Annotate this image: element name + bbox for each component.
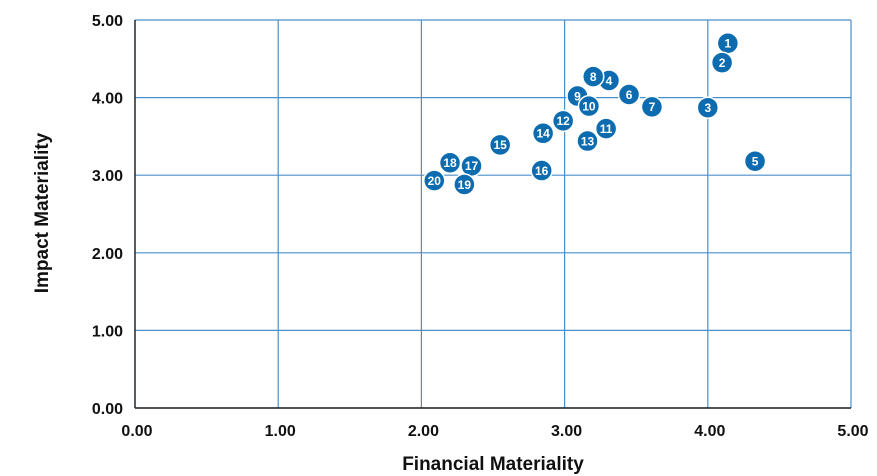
point-marker xyxy=(423,169,446,192)
y-tick-label: 3.00 xyxy=(92,168,123,185)
point-marker xyxy=(576,129,599,153)
x-tick-label: 2.00 xyxy=(408,423,439,440)
point-label: 9 xyxy=(574,89,581,103)
y-tick-label: 4.00 xyxy=(92,91,123,108)
point-label: 1 xyxy=(725,37,732,51)
point-label: 15 xyxy=(493,138,507,152)
point-marker xyxy=(743,149,767,173)
point-label: 5 xyxy=(752,155,759,169)
point-label: 8 xyxy=(590,70,597,84)
data-point: 13 xyxy=(576,129,599,153)
point-marker xyxy=(581,65,605,88)
x-axis-ticks: 0.00 1.00 2.00 3.00 4.00 5.00 xyxy=(121,423,868,440)
x-axis-title: Financial Materiality xyxy=(402,454,584,475)
point-label: 3 xyxy=(704,101,711,115)
point-marker xyxy=(530,159,553,182)
point-marker xyxy=(617,83,641,106)
point-marker xyxy=(531,122,555,145)
point-marker xyxy=(696,96,720,119)
data-point: 16 xyxy=(530,159,553,182)
point-marker xyxy=(594,117,618,140)
data-point: 17 xyxy=(460,154,483,178)
point-label: 19 xyxy=(458,178,472,192)
x-tick-label: 4.00 xyxy=(694,423,725,440)
point-label: 20 xyxy=(428,174,442,188)
data-point: 18 xyxy=(438,151,462,175)
y-tick-label: 2.00 xyxy=(92,246,123,263)
x-tick-label: 3.00 xyxy=(551,423,582,440)
data-point: 7 xyxy=(640,95,664,119)
data-point: 6 xyxy=(617,83,641,106)
y-tick-label: 0.00 xyxy=(92,401,123,418)
point-marker xyxy=(453,173,476,196)
point-label: 18 xyxy=(443,156,457,170)
point-marker xyxy=(438,151,462,175)
point-label: 17 xyxy=(465,159,479,173)
data-point: 3 xyxy=(696,96,720,119)
data-point: 20 xyxy=(423,169,446,192)
point-marker xyxy=(640,95,664,119)
x-tick-label: 1.00 xyxy=(265,423,296,440)
x-tick-label: 5.00 xyxy=(837,423,868,440)
y-axis-ticks: 0.00 1.00 2.00 3.00 4.00 5.00 xyxy=(92,13,123,418)
data-point: 12 xyxy=(551,109,575,133)
point-label: 13 xyxy=(581,134,595,148)
data-point: 2 xyxy=(710,51,734,74)
point-label: 2 xyxy=(719,56,726,70)
y-axis-title: Impact Materiality xyxy=(32,132,53,293)
point-label: 7 xyxy=(649,100,656,114)
data-point: 8 xyxy=(581,65,605,88)
data-point: 15 xyxy=(488,133,512,157)
point-marker xyxy=(488,133,512,157)
data-point: 10 xyxy=(577,94,601,118)
y-tick-label: 1.00 xyxy=(92,323,123,340)
data-point: 19 xyxy=(453,173,476,196)
grid xyxy=(134,19,852,409)
data-point: 14 xyxy=(531,122,555,145)
data-point: 11 xyxy=(594,117,618,140)
point-label: 16 xyxy=(535,164,549,178)
point-label: 6 xyxy=(626,88,633,102)
point-label: 4 xyxy=(606,74,613,88)
data-point: 1 xyxy=(716,32,740,55)
point-label: 10 xyxy=(582,99,596,113)
x-tick-label: 0.00 xyxy=(121,423,152,440)
data-point: 5 xyxy=(743,149,767,173)
y-tick-label: 5.00 xyxy=(92,13,123,30)
point-label: 11 xyxy=(600,122,613,136)
point-marker xyxy=(551,109,575,133)
point-marker xyxy=(577,94,601,118)
point-label: 12 xyxy=(556,114,570,128)
point-label: 14 xyxy=(536,127,550,141)
point-marker xyxy=(710,51,734,74)
